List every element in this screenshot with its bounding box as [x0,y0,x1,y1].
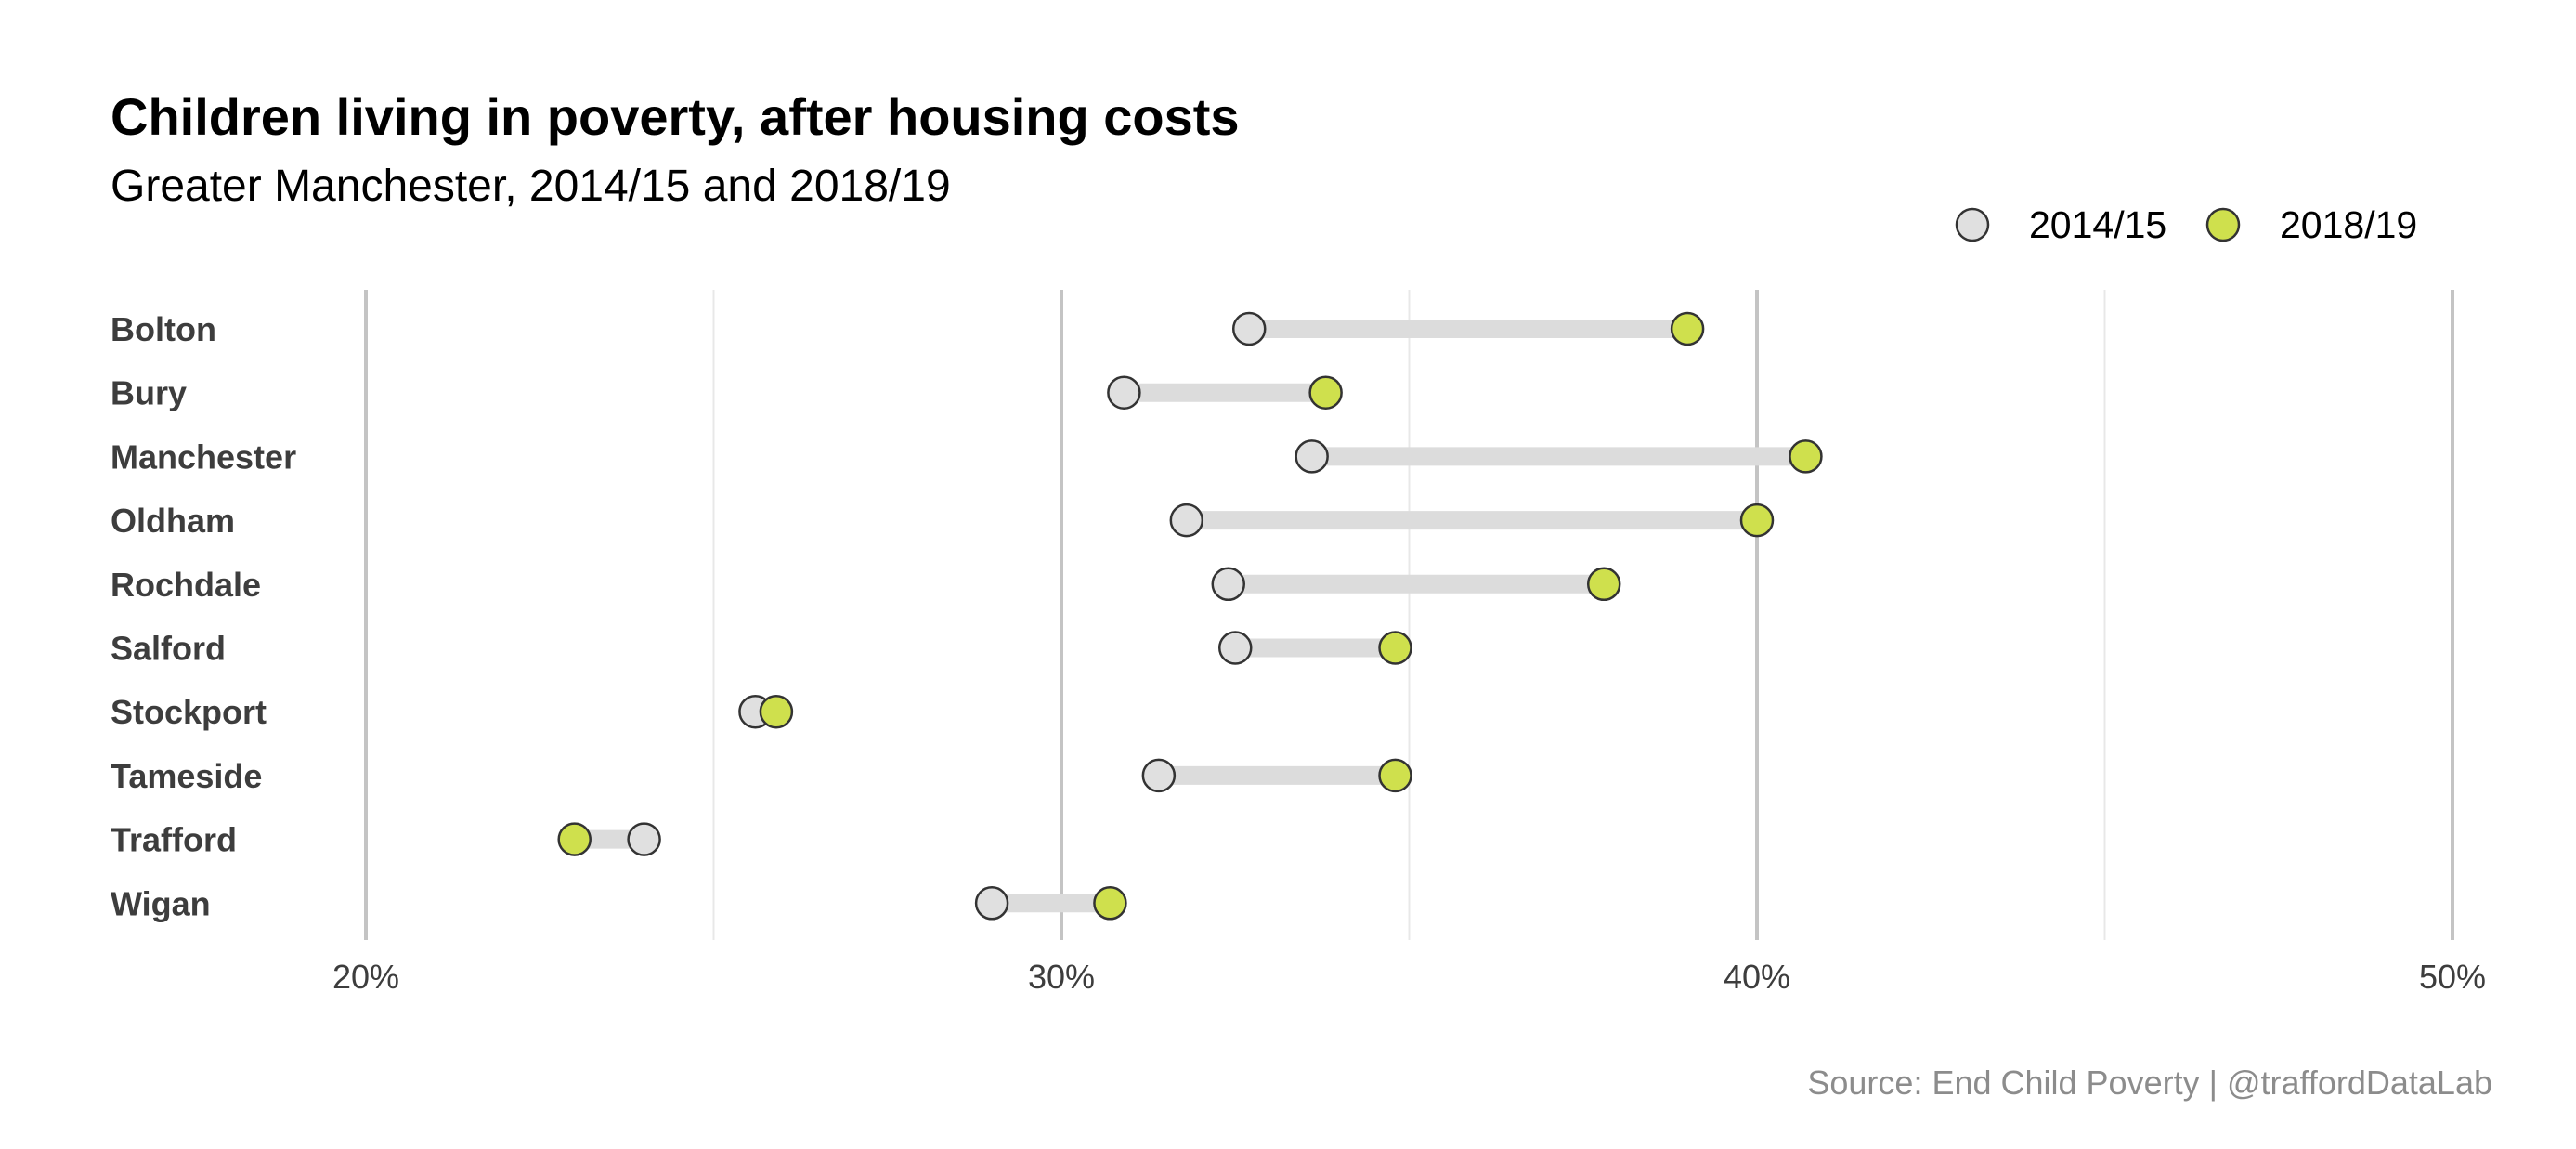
category-label: Tameside [111,757,262,795]
row-tameside: Tameside [111,757,1412,795]
point-2014-15 [1231,311,1267,346]
point-2018-19 [1670,311,1705,346]
legend-key [1955,207,1990,242]
row-oldham: Oldham [111,502,1775,540]
category-label: Stockport [111,693,267,731]
point-2018-19 [1093,886,1127,921]
x-tick-label: 30% [1028,958,1095,996]
point-2018-19 [1789,439,1823,474]
row-bury: Bury [111,374,1343,412]
x-axis-ticks: 20% 30% 40% 50% [332,958,2486,996]
category-label: Bolton [111,310,216,348]
point-2014-15 [1107,375,1141,410]
chart-title: Children living in poverty, after housin… [111,87,1240,146]
point-2014-15 [1169,503,1204,538]
legend-label: 2014/15 [2029,203,2166,246]
category-label: Wigan [111,884,211,922]
point-2018-19 [1378,758,1412,793]
chart-caption: Source: End Child Poverty | @traffordDat… [1807,1064,2492,1102]
point-2018-19 [1586,567,1621,602]
row-manchester: Manchester [111,437,1823,476]
row-wigan: Wigan [111,884,1127,922]
row-trafford: Trafford [111,821,661,859]
row-rochdale: Rochdale [111,566,1621,604]
row-bolton: Bolton [111,310,1705,348]
point-2014-15 [1295,439,1329,474]
plot-rows: Bolton Bury Manchester Oldham Rochdale Salfor… [111,310,1823,922]
point-2018-19 [759,694,794,729]
category-label: Trafford [111,821,237,859]
point-2014-15 [627,822,661,856]
category-label: Manchester [111,437,296,476]
point-2018-19 [1378,631,1412,665]
point-2014-15 [1211,567,1246,602]
row-salford: Salford [111,630,1412,668]
legend: 2014/15 2018/19 [1955,203,2417,246]
category-label: Salford [111,630,226,668]
point-2018-19 [1739,503,1775,538]
category-label: Rochdale [111,566,261,604]
x-tick-label: 20% [332,958,399,996]
x-tick-label: 40% [1724,958,1790,996]
point-2014-15 [1218,631,1253,665]
x-tick-label: 50% [2419,958,2486,996]
point-2014-15 [1141,758,1177,793]
legend-key [2205,207,2241,242]
chart-subtitle: Greater Manchester, 2014/15 and 2018/19 [111,162,951,211]
grid-lines [364,290,2454,940]
point-2018-19 [557,822,592,856]
point-2014-15 [974,886,1009,921]
category-label: Bury [111,374,187,412]
row-stockport: Stockport [111,693,794,731]
legend-label: 2018/19 [2280,203,2417,246]
point-2018-19 [1308,375,1343,410]
category-label: Oldham [111,502,235,540]
